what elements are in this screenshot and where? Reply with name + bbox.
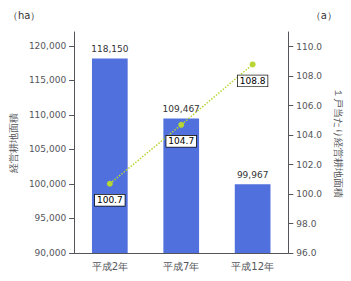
svg-text:（ha）: （ha） (8, 10, 40, 21)
svg-text:102.0: 102.0 (296, 160, 322, 170)
svg-text:100,000: 100,000 (29, 179, 66, 189)
svg-text:（a）: （a） (311, 10, 337, 21)
svg-text:118,150: 118,150 (91, 44, 128, 54)
svg-text:104.0: 104.0 (296, 130, 322, 140)
svg-text:109,467: 109,467 (163, 104, 200, 114)
svg-text:108.0: 108.0 (296, 71, 322, 81)
svg-text:平成7年: 平成7年 (163, 261, 199, 272)
svg-text:110.0: 110.0 (296, 42, 322, 52)
svg-text:105,000: 105,000 (29, 144, 66, 154)
svg-text:115,000: 115,000 (29, 75, 66, 85)
svg-text:経営耕地面積: 経営耕地面積 (8, 113, 19, 174)
svg-text:平成2年: 平成2年 (92, 261, 128, 272)
svg-text:104.7: 104.7 (168, 136, 194, 146)
svg-text:110,000: 110,000 (29, 110, 66, 120)
svg-text:95,000: 95,000 (35, 213, 67, 223)
svg-text:120,000: 120,000 (29, 41, 66, 51)
svg-text:90,000: 90,000 (35, 248, 67, 258)
svg-text:100.0: 100.0 (296, 189, 322, 199)
svg-text:98.0: 98.0 (296, 219, 316, 229)
svg-text:99,967: 99,967 (237, 170, 269, 180)
svg-text:96.0: 96.0 (296, 248, 316, 258)
svg-text:平成12年: 平成12年 (231, 261, 274, 272)
svg-text:100.7: 100.7 (97, 195, 123, 205)
svg-text:106.0: 106.0 (296, 101, 322, 111)
svg-text:108.8: 108.8 (240, 76, 266, 86)
svg-text:１戸当たり経営耕地面積: １戸当たり経営耕地面積 (333, 88, 344, 198)
